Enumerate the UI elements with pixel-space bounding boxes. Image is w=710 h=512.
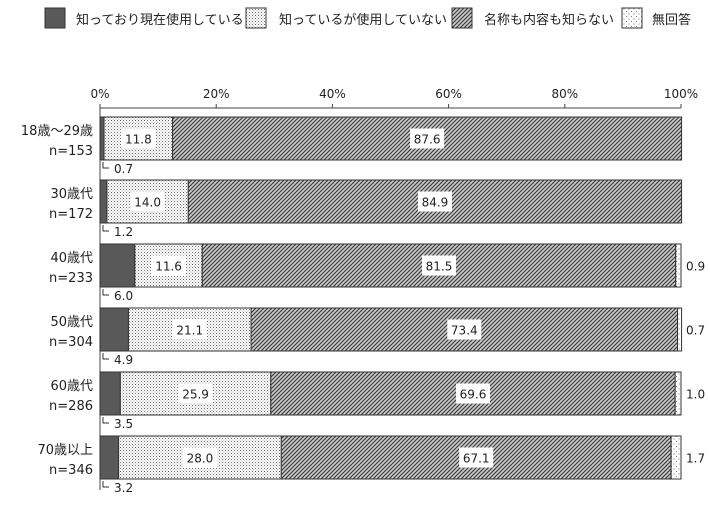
leader-line: [102, 289, 109, 296]
bar-segment: [99, 179, 108, 224]
category-label: 30歳代: [50, 187, 93, 202]
category-labels: 18歳〜29歳 n=153 30歳代 n=172 40歳代 n=233 50歳代 n=304 6…: [21, 124, 93, 478]
value-label-box: [121, 128, 156, 149]
value-label: 21.1: [176, 324, 203, 338]
value-label: 1.7: [686, 452, 705, 466]
value-label: 3.5: [114, 417, 133, 431]
value-label-box: [410, 128, 445, 149]
legend-label-4: 無回答: [652, 12, 691, 28]
value-label-box: [172, 319, 207, 340]
legend-label-1: 知っており現在使用している: [76, 12, 244, 28]
value-label-box: [182, 447, 217, 468]
leader-line: [102, 225, 109, 232]
category-label: 40歳代: [50, 251, 93, 266]
value-label: 3.2: [114, 481, 133, 495]
value-label-box: [459, 447, 494, 468]
legend: 知っており現在使用している 知っているが使用していない 名称も内容も知らない 無回答: [44, 7, 691, 29]
category-label: 70歳以上: [37, 443, 93, 458]
category-n-label: n=286: [49, 399, 93, 414]
value-label-box: [422, 255, 457, 276]
value-label: 67.1: [463, 452, 490, 466]
category-n-label: n=346: [49, 463, 93, 478]
x-tick-label: 40%: [319, 87, 346, 101]
category-n-label: n=153: [49, 144, 93, 159]
leader-line: [102, 481, 109, 488]
bar-row: 25.9 69.6 3.5 1.0: [99, 371, 705, 431]
legend-label-2: 知っているが使用していない: [279, 12, 447, 28]
value-label-box: [151, 255, 186, 276]
bar-segment: [99, 307, 129, 352]
category-n-label: n=304: [49, 335, 93, 350]
bar-segment: [675, 243, 682, 288]
leader-line: [102, 353, 109, 360]
bar-row: 11.6 81.5 6.0 0.9: [99, 243, 705, 303]
legend-label-3: 名称も内容も知らない: [484, 12, 614, 28]
value-label: 87.6: [414, 133, 441, 147]
value-label: 28.0: [187, 452, 214, 466]
value-label-box: [456, 383, 491, 404]
bar-segment: [677, 307, 683, 352]
value-label-box: [178, 383, 213, 404]
bar-segment: [99, 243, 136, 288]
bar-row: 28.0 67.1 3.2 1.7: [99, 435, 705, 495]
value-label: 73.4: [451, 324, 478, 338]
value-label: 0.9: [686, 260, 705, 274]
value-label-box: [130, 191, 165, 212]
value-label: 0.7: [686, 324, 705, 338]
legend-swatch-1: [44, 7, 66, 29]
value-label: 6.0: [114, 289, 133, 303]
x-tick-label: 0%: [90, 87, 109, 101]
x-tick-label: 60%: [435, 87, 462, 101]
value-label: 25.9: [182, 388, 209, 402]
value-label: 11.8: [125, 133, 152, 147]
value-label: 0.7: [114, 162, 133, 176]
bar-segment: [99, 371, 121, 416]
value-label: 69.6: [460, 388, 487, 402]
x-tick-label: 20%: [203, 87, 230, 101]
category-label: 60歳代: [50, 379, 93, 394]
category-n-label: n=172: [49, 207, 93, 222]
category-label: 50歳代: [50, 315, 93, 330]
bar-row: 21.1 73.4 4.9 0.7: [99, 307, 705, 367]
category-label: 18歳〜29歳: [21, 124, 93, 139]
bar-segment: [670, 435, 682, 480]
bar-segment: [99, 435, 120, 480]
value-label: 84.9: [422, 196, 449, 210]
x-axis: 0% 20% 40% 60% 80% 100%: [90, 87, 698, 490]
value-label: 4.9: [114, 353, 133, 367]
bar-segment: [119, 371, 272, 416]
bars: 11.8 87.6 0.7 14.0 84.9 1.2 11.6 81.5 6.0 0.9 21.1…: [99, 116, 705, 495]
value-label: 81.5: [426, 260, 453, 274]
x-tick-label: 80%: [551, 87, 578, 101]
value-label-box: [417, 191, 452, 212]
value-label: 1.0: [686, 388, 705, 402]
leader-line: [102, 417, 109, 424]
leader-line: [102, 162, 109, 169]
bar-segment: [99, 116, 105, 161]
value-label: 11.6: [155, 260, 182, 274]
bar-segment: [674, 371, 682, 416]
value-label: 14.0: [134, 196, 161, 210]
legend-swatch-2: [245, 7, 267, 29]
value-label-box: [447, 319, 482, 340]
legend-swatch-3: [451, 7, 473, 29]
bar-row: 14.0 84.9 1.2: [99, 179, 683, 239]
bar-row: 11.8 87.6 0.7: [99, 116, 683, 176]
x-tick-label: 100%: [664, 87, 698, 101]
value-label: 1.2: [114, 225, 133, 239]
category-n-label: n=233: [49, 271, 93, 286]
legend-swatch-4: [621, 7, 643, 29]
